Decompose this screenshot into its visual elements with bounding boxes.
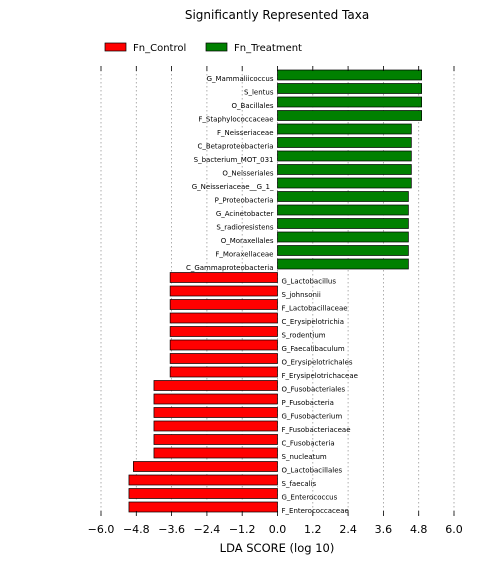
bar-label: G_Faecalibaculum <box>282 345 345 353</box>
bar-G_Lactobacillus <box>169 272 278 283</box>
x-tick-label: 1.2 <box>304 523 322 536</box>
x-axis-title: LDA SCORE (log 10) <box>220 541 335 555</box>
bar-label: O_Moraxellales <box>221 237 274 245</box>
bar-label: S_rodentium <box>282 332 326 340</box>
bar-label: G_Lactobacillus <box>282 278 337 286</box>
bar-label: F_Enterococcaceae <box>282 507 349 515</box>
bar-label: C_Gammaproteobacteria <box>186 264 274 272</box>
bar-O_Bacillales <box>277 96 422 108</box>
bar-C_Gammaproteobacteria <box>277 258 409 270</box>
bar-S_lentus <box>277 83 422 94</box>
bar-P_Proteobacteria <box>277 191 409 202</box>
bar-O_Moraxellales <box>277 231 409 243</box>
bar-G_Fusobacterium <box>153 407 278 418</box>
bar-C_Betaproteobacteria <box>277 137 412 148</box>
bar-G_Enterococcus <box>128 488 278 499</box>
bar-O_Erysipelotrichales <box>169 353 278 364</box>
bar-label: O_Lactobacillales <box>282 467 343 475</box>
bar-O_Neisseriales <box>277 164 412 175</box>
bar-label: P_Proteobacteria <box>215 197 274 205</box>
bar-label: G_Fusobacterium <box>282 413 343 421</box>
bar-P_Fusobacteria <box>153 393 278 405</box>
bar-O_Lactobacillales <box>133 461 278 472</box>
bar-label: S_nucleatum <box>282 453 327 461</box>
x-axis: −6.0 −4.8 −3.6 −2.4 −1.2 0.0 1.2 2.4 3.6 4.8 6.0 <box>88 66 463 536</box>
bar-label: O_Bacillales <box>232 102 274 110</box>
bar-F_Fusobacteriaceae <box>153 420 278 432</box>
bar-label: S_faecalis <box>282 480 317 488</box>
chart-title: Significantly Represented Taxa <box>185 8 369 22</box>
bar-label: O_Neisseriales <box>222 170 273 178</box>
bar-label: G_Enterococcus <box>282 494 338 502</box>
x-tick-label: −6.0 <box>88 523 115 536</box>
bar-label: S_lentus <box>244 89 274 97</box>
bar-label: G_Acinetobacter <box>216 210 274 218</box>
x-tick-label: −4.8 <box>123 523 150 536</box>
bar-S_johnsonii <box>169 285 278 297</box>
legend-item-1: Fn_Treatment <box>205 42 302 54</box>
bar-S_bacterium_MOT_031 <box>277 150 412 162</box>
bar-F_Erysipelotrichaceae <box>169 366 278 378</box>
bar-label: S_bacterium_MOT_031 <box>194 156 274 164</box>
bar-label: C_Betaproteobacteria <box>197 143 273 151</box>
bar-label: O_Fusobacteriales <box>282 386 346 394</box>
bar-label: F_Neisseriaceae <box>217 129 273 137</box>
bar-label: O_Erysipelotrichales <box>282 359 353 367</box>
legend-swatch <box>205 42 228 52</box>
bar-label: F_Moraxellaceae <box>215 251 273 259</box>
x-tick-label: 6.0 <box>445 523 463 536</box>
bar-labels: G_Mammaliicoccus S_lentus O_Bacillales F_St… <box>186 75 358 515</box>
legend-swatch <box>104 42 127 52</box>
bar-G_Neisseriaceae__G_1_ <box>277 177 412 189</box>
bar-label: C_Fusobacteria <box>282 440 335 448</box>
bar-F_Enterococcaceae <box>128 501 278 513</box>
bar-F_Lactobacillaceae <box>169 299 278 310</box>
bar-G_Mammaliicoccus <box>277 69 422 81</box>
bar-label: F_Lactobacillaceae <box>282 305 348 313</box>
x-tick-label: −2.4 <box>194 523 221 536</box>
bar-label: S_johnsonii <box>282 291 321 299</box>
bar-label: F_Fusobacteriaceae <box>282 426 351 434</box>
bar-G_Faecalibaculum <box>169 339 278 351</box>
bar-label: G_Neisseriaceae__G_1_ <box>192 183 274 191</box>
bar-F_Moraxellaceae <box>277 245 409 256</box>
x-tick-label: −1.2 <box>229 523 256 536</box>
bar-label: S_radioresistens <box>216 224 274 232</box>
bar-F_Staphylococcaceae <box>277 110 422 121</box>
legend-item-0: Fn_Control <box>104 42 186 54</box>
bar-S_radioresistens <box>277 218 409 229</box>
bar-S_faecalis <box>128 474 278 486</box>
x-tick-label: 2.4 <box>339 523 357 536</box>
legend-label: Fn_Control <box>133 43 186 54</box>
x-tick-label: −3.6 <box>158 523 185 536</box>
legend-label: Fn_Treatment <box>234 43 302 54</box>
bar-S_nucleatum <box>153 447 278 459</box>
bar-label: F_Staphylococcaceae <box>198 116 273 124</box>
bar-label: C_Erysipelotrichia <box>282 318 345 326</box>
bar-O_Fusobacteriales <box>153 380 278 391</box>
bar-label: P_Fusobacteria <box>282 399 334 407</box>
bar-label: G_Mammaliicoccus <box>207 75 274 83</box>
bar-S_rodentium <box>169 326 278 337</box>
bar-label: F_Erysipelotrichaceae <box>282 372 358 380</box>
bar-F_Neisseriaceae <box>277 123 412 135</box>
bar-C_Erysipelotrichia <box>169 312 278 324</box>
x-tick-label: 0.0 <box>269 523 287 536</box>
bars <box>128 69 422 513</box>
x-tick-label: 4.8 <box>410 523 428 536</box>
bar-C_Fusobacteria <box>153 434 278 445</box>
x-tick-label: 3.6 <box>375 523 393 536</box>
legend: Fn_Control Fn_Treatment <box>104 42 302 54</box>
bar-G_Acinetobacter <box>277 204 409 216</box>
